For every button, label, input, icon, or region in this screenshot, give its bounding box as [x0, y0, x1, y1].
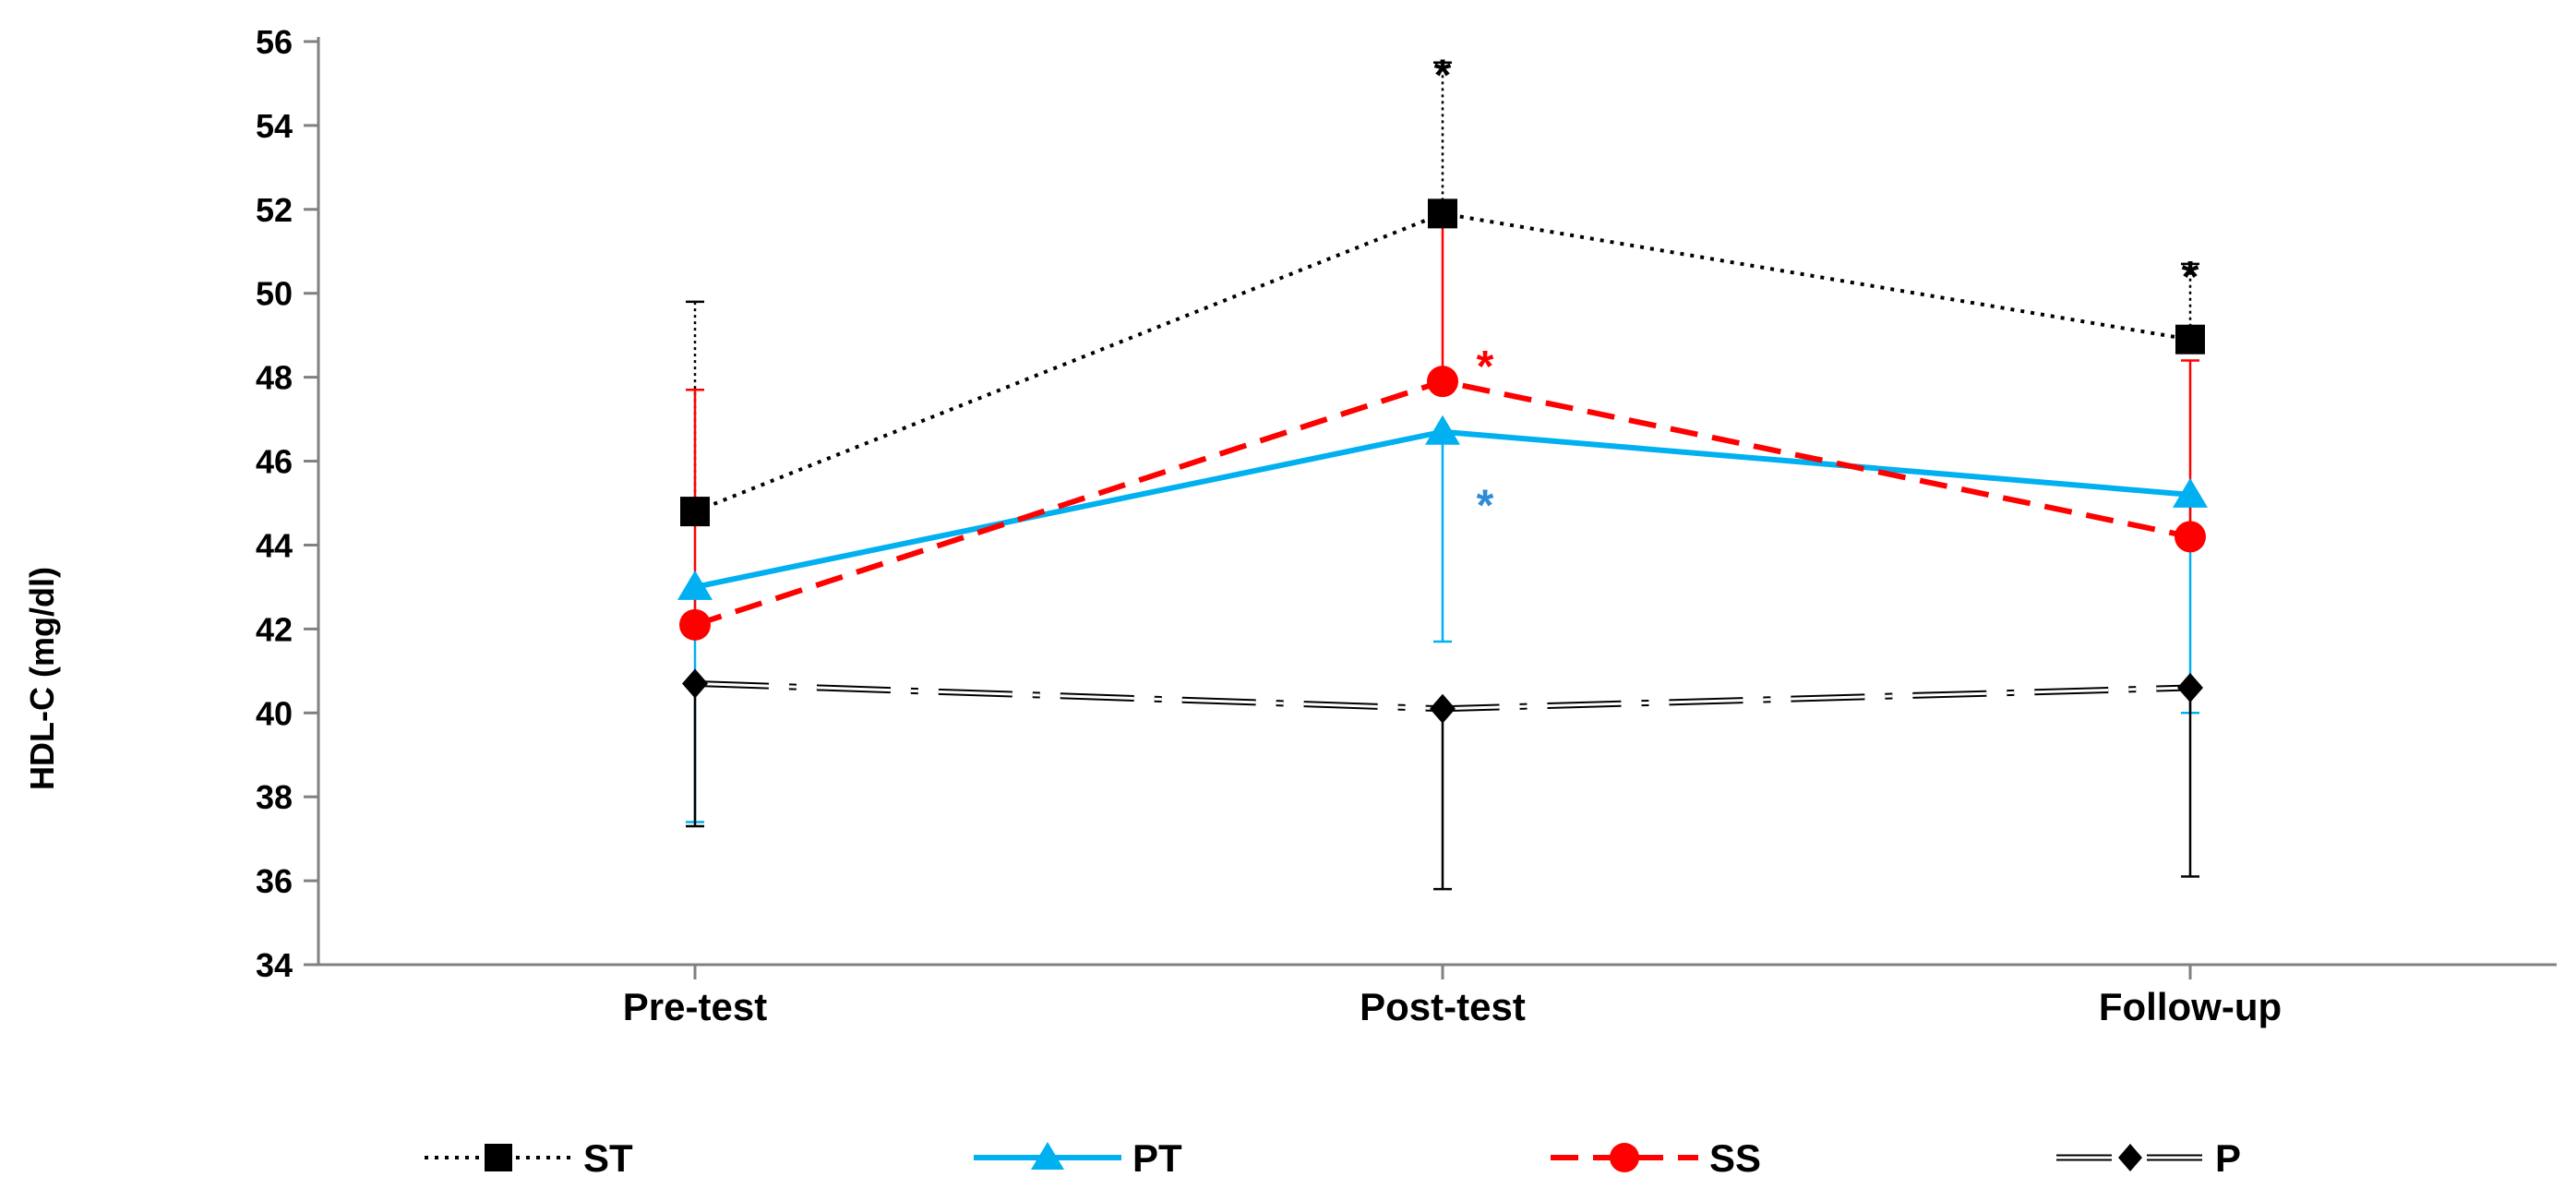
- y-axis-title: HDL-C (mg/dl): [23, 567, 61, 790]
- x-tick-label-follow-up: Follow-up: [2099, 985, 2282, 1028]
- y-tick-label-48: 48: [256, 359, 293, 397]
- marker-st-post-test: [1428, 198, 1457, 229]
- y-tick-label-38: 38: [256, 778, 293, 816]
- significance-star-st-post-test: *: [1434, 52, 1452, 101]
- significance-star-ss-post-test: *: [1477, 342, 1494, 391]
- marker-p-follow-up: [2177, 673, 2203, 703]
- y-tick-label-56: 56: [256, 23, 293, 61]
- y-tick-label-52: 52: [256, 191, 293, 229]
- marker-ss-follow-up: [2175, 521, 2206, 553]
- legend-marker-ss: [1610, 1143, 1639, 1172]
- x-tick-label-pre-test: Pre-test: [623, 985, 767, 1028]
- marker-ss-pre-test: [679, 608, 711, 641]
- y-tick-label-34: 34: [256, 946, 293, 984]
- marker-pt-follow-up: [2173, 477, 2208, 508]
- y-tick-label-54: 54: [256, 107, 293, 145]
- marker-st-follow-up: [2175, 324, 2205, 354]
- significance-star-pt-post-test: *: [1477, 482, 1494, 531]
- legend-label-st: ST: [583, 1136, 633, 1180]
- marker-p-post-test: [1430, 693, 1456, 724]
- marker-st-pre-test: [680, 497, 710, 527]
- y-tick-label-46: 46: [256, 443, 293, 481]
- x-tick-label-post-test: Post-test: [1360, 985, 1526, 1028]
- legend-item-ss: SS: [1551, 1136, 1761, 1180]
- y-tick-label-42: 42: [256, 610, 293, 648]
- y-tick-label-36: 36: [256, 862, 293, 900]
- legend-label-ss: SS: [1709, 1136, 1761, 1180]
- marker-ss-post-test: [1427, 366, 1458, 398]
- legend-marker-pt: [1031, 1142, 1064, 1170]
- legend-item-pt: PT: [974, 1136, 1182, 1180]
- x-category-labels: Pre-test Post-test Follow-up: [623, 965, 2282, 1028]
- legend-item-p: P: [2056, 1136, 2241, 1180]
- marker-pt-pre-test: [677, 570, 713, 600]
- legend-marker-p: [2118, 1144, 2142, 1171]
- legend-item-st: ST: [425, 1136, 633, 1180]
- legend-label-pt: PT: [1132, 1136, 1182, 1180]
- axes: [317, 37, 2557, 967]
- legend-marker-st: [485, 1144, 512, 1171]
- y-tick-label-50: 50: [256, 275, 293, 313]
- series-markers: [677, 198, 2208, 724]
- significance-markers: * * * *: [1434, 52, 2199, 531]
- y-ticks: 34 36 38 40 42 44 46 48 50 52 54 56: [256, 23, 318, 984]
- y-tick-label-40: 40: [256, 694, 293, 732]
- significance-star-st-follow-up: *: [2182, 253, 2199, 302]
- legend: ST PT SS P: [425, 1136, 2241, 1180]
- marker-pt-post-test: [1425, 414, 1460, 445]
- error-bars: [686, 61, 2199, 891]
- y-tick-label-44: 44: [256, 526, 293, 564]
- legend-label-p: P: [2215, 1136, 2241, 1180]
- marker-p-pre-test: [682, 668, 708, 699]
